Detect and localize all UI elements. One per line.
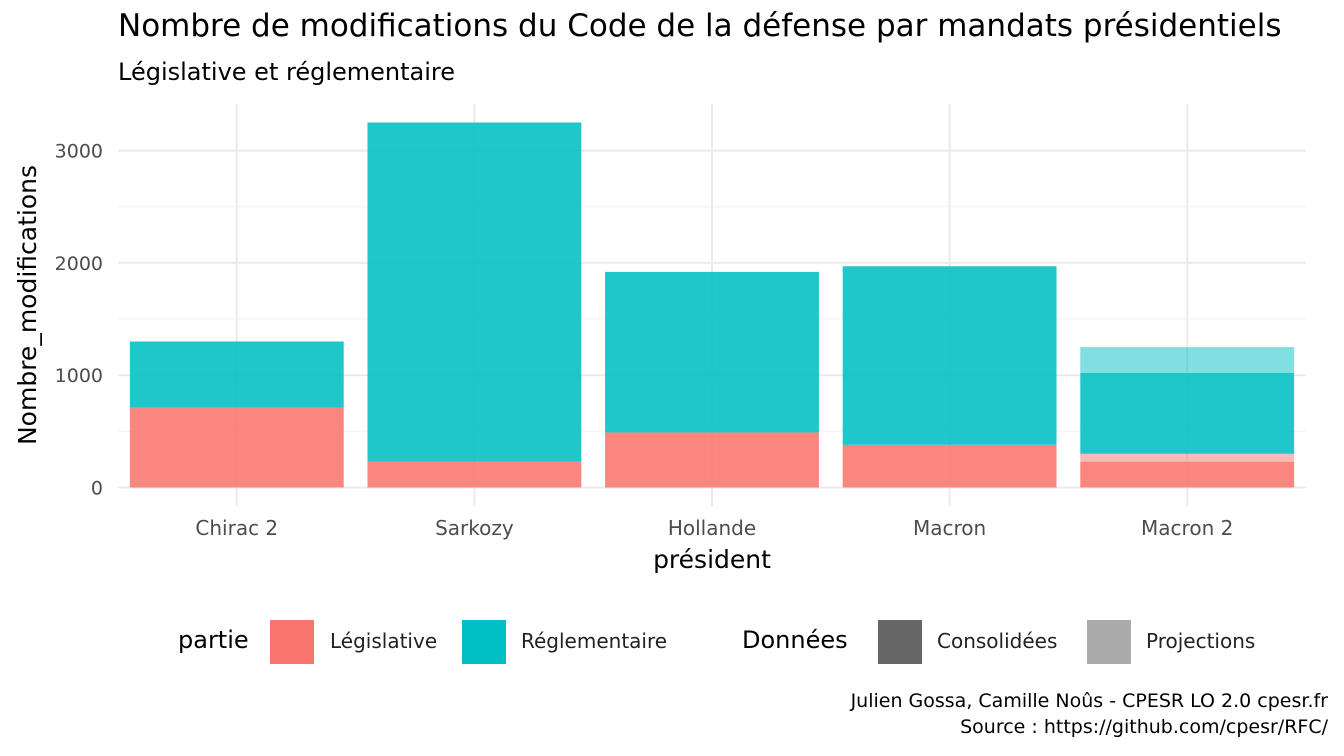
- x-tick-label: Macron: [913, 516, 986, 540]
- bar-legislative-consolidee: [605, 432, 819, 488]
- bar-legislative-projection: [1080, 453, 1295, 462]
- bar-reglementaire-consolidee: [605, 271, 819, 433]
- legend-key-legislative: [270, 620, 314, 664]
- bar-legislative-consolidee: [1080, 461, 1295, 488]
- bar-reglementaire-consolidee: [1080, 372, 1295, 454]
- legend-key-reglementaire: [462, 620, 506, 664]
- x-tick-label: Macron 2: [1141, 516, 1233, 540]
- legend-label-consolidees: Consolidées: [937, 629, 1058, 653]
- legend-key-projections: [1087, 620, 1131, 664]
- caption-line-source: Source : https://github.com/cpesr/RFC/: [960, 716, 1328, 738]
- legend-title-partie: partie: [178, 626, 249, 654]
- bar-reglementaire-consolidee: [842, 266, 1057, 445]
- y-tick-label: 3000: [55, 141, 103, 163]
- bar-legislative-consolidee: [842, 444, 1057, 488]
- legend-key-consolidees: [878, 620, 922, 664]
- caption-line-author: Julien Gossa, Camille Noûs - CPESR LO 2.…: [850, 690, 1328, 712]
- chart-title: Nombre de modifications du Code de la dé…: [118, 8, 1282, 44]
- legend-title-donnees: Données: [742, 626, 848, 654]
- legend-label-legislative: Législative: [330, 629, 438, 653]
- x-tick-label: Sarkozy: [435, 516, 514, 540]
- x-tick-label: Hollande: [668, 516, 756, 540]
- bar-legislative-consolidee: [367, 461, 582, 488]
- x-axis-title: président: [653, 545, 771, 574]
- y-tick-label: 1000: [55, 365, 103, 387]
- bar-reglementaire-consolidee: [367, 122, 582, 462]
- y-tick-label: 0: [91, 478, 103, 500]
- chart-subtitle: Législative et réglementaire: [118, 58, 455, 86]
- bar-reglementaire-consolidee: [129, 341, 344, 408]
- legend-label-projections: Projections: [1146, 629, 1256, 653]
- caption: Julien Gossa, Camille Noûs - CPESR LO 2.…: [851, 688, 1328, 740]
- bar-chart: 0 1000 2000 3000 Chirac 2 Sarkozy Hollande Macr…: [13, 104, 1306, 574]
- bar-reglementaire-projection: [1080, 347, 1295, 373]
- legend-label-reglementaire: Réglementaire: [521, 629, 668, 653]
- x-tick-label: Chirac 2: [195, 516, 278, 540]
- bar-legislative-consolidee: [129, 407, 344, 488]
- y-tick-label: 2000: [55, 253, 103, 275]
- y-axis-title: Nombre_modifications: [13, 165, 42, 445]
